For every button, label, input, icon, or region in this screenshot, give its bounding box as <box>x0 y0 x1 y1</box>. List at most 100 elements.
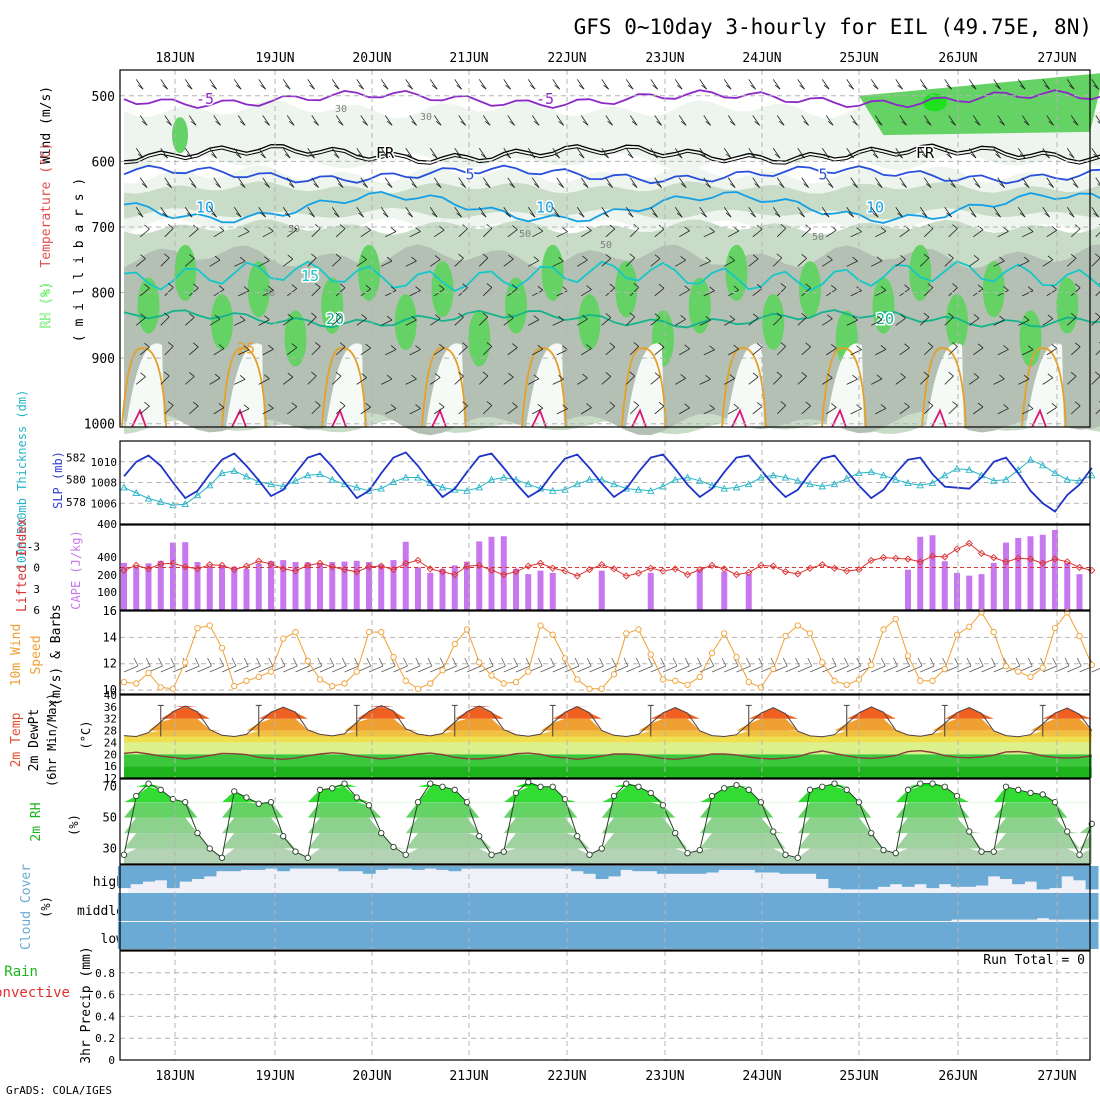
cloud-cell <box>166 893 180 921</box>
upper-wind-barb <box>822 259 833 267</box>
upper-wind-barb <box>358 212 364 218</box>
upper-wind-barb <box>827 373 833 379</box>
cloud-cell <box>142 866 156 882</box>
cloud-cell <box>999 893 1013 920</box>
cape-bar <box>476 541 483 610</box>
cloud-cell <box>424 922 437 949</box>
upper-wind-barb <box>629 346 640 356</box>
upper-wind-barb <box>162 212 168 218</box>
cloud-cell <box>791 922 805 949</box>
upper-wind-barb <box>533 315 540 321</box>
lifted-index-line-marker <box>524 562 532 570</box>
surface-wind-barb <box>831 657 837 667</box>
cape-bar <box>537 570 544 610</box>
rh-line-marker <box>990 848 997 855</box>
upper-wind-barb <box>239 183 246 188</box>
upper-wind-barb <box>458 371 464 377</box>
cloud-cell <box>1073 922 1087 949</box>
surface-wind-barb <box>329 657 335 667</box>
upper-wind-barb <box>458 312 464 318</box>
wind-speed-line-marker <box>1051 624 1059 632</box>
upper-wind-barb <box>429 79 438 90</box>
cloud-cell <box>228 866 241 872</box>
cloud-cell <box>791 893 805 921</box>
cloud-cell <box>828 866 842 889</box>
cloud-cell <box>264 893 278 921</box>
upper-wind-barb <box>846 207 854 218</box>
cape-bar <box>353 560 360 610</box>
upper-wind-barb <box>238 349 250 356</box>
upper-wind-barb <box>895 317 906 326</box>
cloud-cell <box>987 866 1001 877</box>
upper-wind-barb <box>582 373 588 379</box>
temp-contour <box>123 309 1100 329</box>
cape-y-tick: 100 <box>97 586 117 599</box>
upper-wind-barb <box>803 120 809 126</box>
upper-wind-barb <box>1046 347 1058 356</box>
upper-wind-barb <box>454 207 462 218</box>
upper-wind-barb <box>875 290 887 297</box>
wind-speed-line-marker <box>990 628 997 636</box>
upper-wind-barb <box>380 79 389 90</box>
upper-wind-barb <box>750 212 756 218</box>
rh-y-tick: 50 <box>103 811 117 825</box>
upper-wind-barb <box>605 115 613 126</box>
upper-wind-barb <box>486 401 493 406</box>
upper-wind-barb <box>577 377 588 385</box>
upper-wind-barb <box>799 84 805 90</box>
li-y-tick: 0 <box>33 562 40 575</box>
upper-wind-barb <box>629 405 640 415</box>
upper-wind-barb <box>462 342 468 347</box>
cloud-cell <box>571 866 584 872</box>
rh-line-marker <box>917 780 924 787</box>
upper-wind-barb <box>778 183 785 188</box>
upper-wind-barb <box>554 212 560 218</box>
surface-wind-barb <box>185 665 200 673</box>
cloud-cell <box>301 866 315 869</box>
upper-wind-barb <box>826 407 837 415</box>
lifted-index-line-marker <box>867 556 875 565</box>
lifted-index-line-marker <box>340 565 349 574</box>
upper-wind-barb <box>609 401 616 407</box>
thickness-line-marker <box>218 469 226 477</box>
upper-wind-barb <box>337 120 344 126</box>
upper-wind-barb <box>1046 115 1054 126</box>
upper-wind-barb <box>478 375 489 385</box>
surface-wind-barb <box>782 657 788 667</box>
cloud-cell <box>399 922 413 949</box>
upper-wind-barb <box>607 120 613 126</box>
temp-y-tick: 12 <box>104 772 117 785</box>
bottom-day-label: 18JUN <box>155 1069 194 1084</box>
thickness-line-marker <box>732 483 741 491</box>
upper-wind-barb <box>533 256 540 262</box>
rh-fill-band <box>124 833 1092 849</box>
cloud-cell <box>289 866 303 869</box>
upper-wind-barb <box>944 375 954 385</box>
bottom-day-label: 21JUN <box>449 1069 488 1084</box>
cloud-cell <box>154 866 168 881</box>
thickness-line-marker <box>842 474 851 482</box>
upper-wind-barb <box>968 148 977 159</box>
upper-wind-barb <box>454 257 464 267</box>
freezing-line <box>123 146 1100 165</box>
upper-wind-barb <box>456 84 462 90</box>
cape-bar <box>243 568 250 610</box>
cape-bar <box>292 561 299 610</box>
rh-line-marker <box>500 848 507 855</box>
cape-bar <box>598 570 605 610</box>
surface-wind-barb <box>626 665 641 673</box>
surface-wind-barb <box>454 665 469 673</box>
upper-wind-barb <box>291 284 298 289</box>
upper-wind-barb <box>284 212 291 218</box>
upper-wind-barb <box>458 253 464 259</box>
rh-wedge <box>226 343 264 427</box>
thickness-line-marker <box>830 480 839 488</box>
upper-wind-barb <box>167 224 174 229</box>
rh-wedge <box>526 343 564 427</box>
upper-wind-barb <box>576 207 585 218</box>
upper-wind-barb <box>454 375 464 385</box>
upper-wind-barb <box>774 212 781 218</box>
upper-wind-barb <box>415 345 421 350</box>
upper-wind-barb <box>1046 229 1058 238</box>
cloud-cell <box>950 893 964 920</box>
